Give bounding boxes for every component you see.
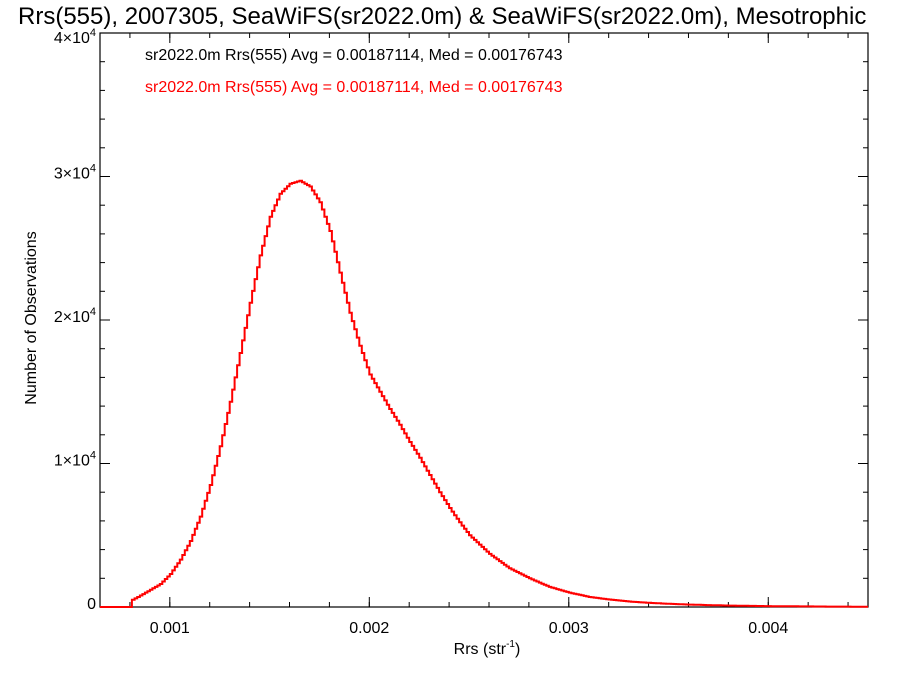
y-tick-label: 4×104	[54, 27, 96, 47]
x-tick-label: 0.002	[349, 620, 389, 637]
y-tick-label: 0	[87, 596, 96, 613]
chart-title: Rrs(555), 2007305, SeaWiFS(sr2022.0m) & …	[18, 3, 866, 30]
y-tick-label: 3×104	[54, 163, 96, 183]
y-axis: 0 1×104 2×104 3×104 4×104	[54, 27, 868, 613]
y-tick-label: 2×104	[54, 306, 96, 326]
x-tick-label: 0.003	[549, 620, 589, 637]
y-axis-label: Number of Observations	[23, 231, 40, 404]
y-tick-label: 1×104	[54, 450, 96, 470]
legend-entry-red: sr2022.0m Rrs(555) Avg = 0.00187114, Med…	[145, 79, 563, 96]
legend-entry-black: sr2022.0m Rrs(555) Avg = 0.00187114, Med…	[145, 47, 563, 64]
x-tick-label: 0.001	[150, 620, 190, 637]
x-axis-label: Rrs (str-1)	[454, 639, 521, 658]
x-tick-label: 0.004	[748, 620, 788, 637]
histogram-series-red	[100, 179, 868, 608]
x-axis: 0.001 0.002 0.003 0.004	[129, 33, 849, 637]
plot-frame	[99, 32, 869, 608]
